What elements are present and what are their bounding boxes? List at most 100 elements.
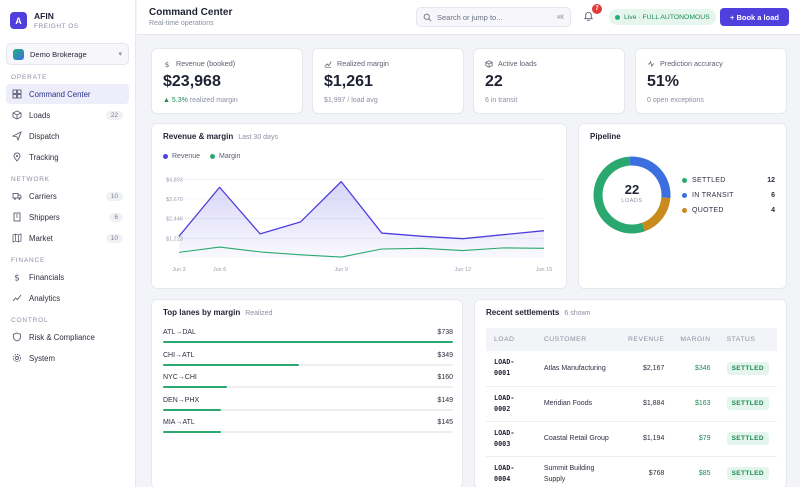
settlements-table: LOAD CUSTOMER REVENUE MARGIN STATUS LOAD- 00…	[486, 328, 777, 487]
sidebar-item-risk-compliance[interactable]: Risk & Compliance	[6, 327, 129, 347]
sidebar-item-system[interactable]: System	[6, 348, 129, 368]
donut-segment-settled[interactable]	[593, 156, 646, 234]
dollar-icon: $	[165, 60, 170, 68]
card-title: Recent settlements	[486, 308, 560, 317]
sidebar-item-label: Tracking	[29, 152, 59, 162]
table-row[interactable]: LOAD- 0001 Atlas Manufacturing $2,167 $346 S…	[486, 351, 777, 387]
send-icon	[12, 131, 22, 141]
kpi-label: Revenue (booked)	[176, 59, 236, 68]
count-badge: 10	[105, 191, 123, 201]
kpi-value: 51%	[647, 73, 680, 90]
kpi-label: Prediction accuracy	[660, 59, 723, 68]
live-status-text: Live · FULL AUTONOMOUS	[624, 13, 710, 21]
lane-bar-fill	[163, 363, 300, 366]
margin-cell: $163	[672, 386, 719, 422]
lane-bar-track	[163, 408, 453, 411]
pipeline-status-count: 12	[767, 177, 775, 184]
bell-icon[interactable]	[583, 10, 595, 22]
lane-row[interactable]: MIA→ATL $145	[163, 419, 453, 433]
status-badge: SETTLED	[726, 432, 769, 445]
kpi-label: Realized margin	[337, 59, 389, 68]
lane-row[interactable]: NYC→CHI $160	[163, 374, 453, 388]
lane-value: $349	[437, 351, 453, 359]
kpi-sub: 6 in transit	[485, 97, 518, 104]
sidebar-item-tracking[interactable]: Tracking	[6, 147, 129, 167]
brand-logo: A	[10, 12, 27, 29]
sidebar-item-shippers[interactable]: Shippers 6	[6, 207, 129, 227]
lane-value: $145	[437, 419, 453, 426]
search-input[interactable]: Search or jump to... ⌘K	[416, 7, 571, 27]
card-subtitle: Realized	[245, 310, 273, 317]
donut-segment-in-transit[interactable]	[629, 156, 671, 199]
svg-text:$: $	[14, 274, 20, 283]
x-tick-label: Jun 6	[213, 267, 226, 273]
pipeline-row[interactable]: IN TRANSIT 6	[682, 192, 775, 199]
kpi-card-prediction[interactable]: Prediction accuracy 51% 0 open exception…	[635, 48, 787, 114]
table-row[interactable]: LOAD- 0004 Summit Building Supply $768 $85 S…	[486, 456, 777, 487]
table-row[interactable]: LOAD- 0003 Coastal Retail Group $1,194 $79 S…	[486, 421, 777, 457]
column-header[interactable]: STATUS	[718, 328, 777, 351]
brand[interactable]: A AFIN FREIGHT OS	[0, 0, 135, 38]
column-header[interactable]: MARGIN	[672, 328, 719, 351]
sidebar: A AFIN FREIGHT OS Demo Brokerage ▾ OPERA…	[0, 0, 136, 487]
pin-icon	[12, 152, 22, 162]
lane-value: $149	[437, 396, 453, 404]
count-badge: 6	[109, 212, 123, 222]
legend-margin[interactable]: Margin	[210, 153, 240, 160]
card-title: Revenue & margin	[163, 132, 234, 141]
x-tick-label: Jun 3	[172, 267, 185, 273]
book-load-button[interactable]: + Book a load	[720, 8, 789, 26]
legend-revenue[interactable]: Revenue	[163, 153, 200, 160]
status-dot-icon	[682, 208, 687, 213]
load-id-cell: LOAD- 0001	[486, 351, 536, 387]
count-badge: 10	[105, 233, 123, 243]
live-status-badge: Live · FULL AUTONOMOUS	[609, 9, 716, 25]
lane-row[interactable]: DEN→PHX $149	[163, 397, 453, 411]
kpi-value: 22	[485, 73, 503, 90]
search-shortcut: ⌘K	[556, 13, 564, 21]
lane-bar-track	[163, 363, 453, 366]
workspace-name: Demo Brokerage	[30, 49, 87, 59]
card-subtitle: 6 shown	[564, 310, 591, 317]
box-icon	[485, 59, 493, 68]
lane-bar-fill	[163, 408, 221, 411]
column-header[interactable]: LOAD	[486, 328, 536, 351]
spark-icon	[647, 60, 655, 67]
sidebar-item-financials[interactable]: $ Financials	[6, 267, 129, 287]
lane-row[interactable]: ATL→DAL $738	[163, 329, 453, 343]
count-badge: 22	[105, 110, 123, 120]
sidebar-item-label: Market	[29, 233, 53, 243]
x-tick-label: Jun 12	[455, 267, 472, 273]
sidebar-item-market[interactable]: Market 10	[6, 228, 129, 248]
nav-section-title: OPERATE	[11, 74, 48, 81]
lane-value: $738	[437, 329, 453, 336]
sidebar-item-dispatch[interactable]: Dispatch	[6, 126, 129, 146]
gear-icon	[12, 353, 22, 363]
kpi-sub: $1,997 / load avg	[324, 97, 378, 104]
lane-name: DEN→PHX	[163, 396, 200, 404]
sidebar-item-carriers[interactable]: Carriers 10	[6, 186, 129, 206]
pipeline-row[interactable]: SETTLED 12	[682, 177, 775, 184]
sidebar-item-label: Carriers	[29, 191, 57, 201]
kpi-value: $1,261	[324, 73, 373, 90]
brand-name: AFIN	[34, 11, 54, 21]
lane-row[interactable]: CHI→ATL $349	[163, 352, 453, 366]
kpi-card-revenue[interactable]: $ Revenue (booked) $23,968 ▲ 5.3% realize…	[151, 48, 303, 114]
kpi-sub: realized margin	[189, 97, 238, 104]
kpi-card-margin[interactable]: Realized margin $1,261 $1,997 / load avg	[312, 48, 464, 114]
sidebar-item-label: Command Center	[29, 89, 91, 99]
status-cell: SETTLED	[718, 386, 777, 422]
sidebar-item-command-center[interactable]: Command Center	[6, 84, 129, 104]
column-header[interactable]: REVENUE	[620, 328, 673, 351]
y-tick-label: $2,446	[166, 217, 183, 223]
donut-segment-quoted[interactable]	[641, 197, 671, 232]
pipeline-row[interactable]: QUOTED 4	[682, 207, 775, 214]
kpi-card-active-loads[interactable]: Active loads 22 6 in transit	[473, 48, 625, 114]
truck-icon	[12, 191, 22, 201]
table-row[interactable]: LOAD- 0002 Meridian Foods $1,884 $163 SETTLE…	[486, 386, 777, 422]
workspace-switcher[interactable]: Demo Brokerage ▾	[6, 43, 129, 65]
column-header[interactable]: CUSTOMER	[535, 328, 620, 351]
sidebar-item-analytics[interactable]: Analytics	[6, 288, 129, 308]
status-badge: SETTLED	[726, 397, 769, 410]
sidebar-item-loads[interactable]: Loads 22	[6, 105, 129, 125]
